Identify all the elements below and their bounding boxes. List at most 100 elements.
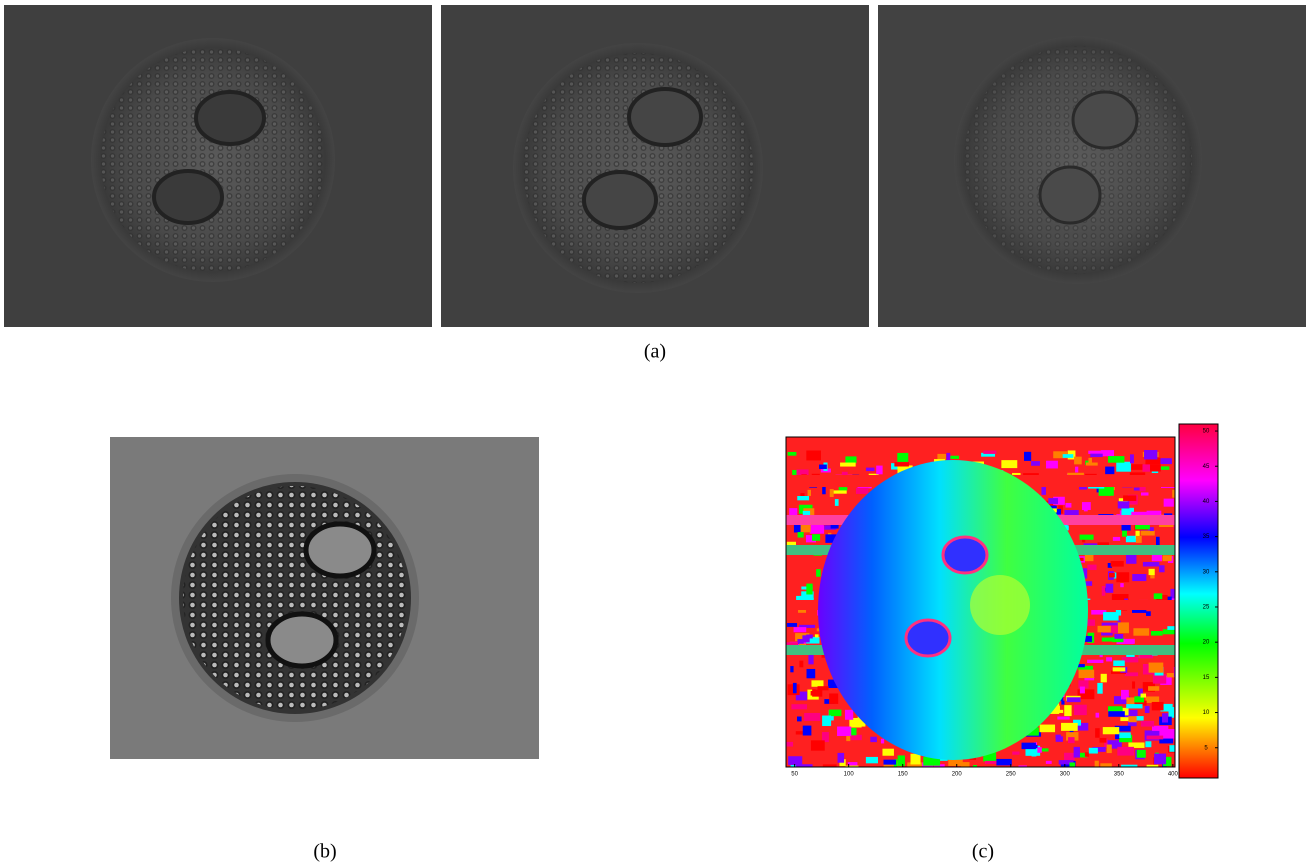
noise bbox=[794, 627, 807, 632]
noise bbox=[804, 713, 820, 721]
noise bbox=[1141, 721, 1154, 727]
noise bbox=[1105, 467, 1114, 475]
noise bbox=[845, 710, 853, 720]
noise bbox=[1079, 670, 1095, 678]
noise bbox=[946, 453, 950, 460]
noise bbox=[1150, 575, 1154, 579]
noise bbox=[1086, 463, 1098, 466]
noise bbox=[803, 726, 812, 736]
noise bbox=[796, 764, 813, 772]
noise bbox=[1111, 561, 1124, 567]
noise bbox=[1107, 745, 1112, 754]
noise bbox=[1032, 751, 1037, 756]
noise bbox=[1154, 754, 1166, 765]
noise bbox=[1128, 716, 1136, 722]
noise bbox=[1074, 705, 1087, 715]
noise bbox=[881, 739, 884, 744]
noise bbox=[1037, 747, 1041, 753]
noise bbox=[1064, 705, 1071, 716]
noise bbox=[1123, 639, 1134, 644]
noise bbox=[1067, 697, 1081, 702]
noise bbox=[812, 690, 822, 697]
noise bbox=[1068, 737, 1075, 743]
noise bbox=[807, 669, 816, 678]
noise bbox=[793, 683, 797, 693]
noise bbox=[786, 742, 793, 747]
noise bbox=[1116, 609, 1121, 615]
panel-a-images bbox=[4, 5, 1306, 327]
x-tick-label: 250 bbox=[1006, 772, 1017, 778]
colorbar-tick-label: 25 bbox=[1203, 605, 1210, 611]
noise bbox=[1145, 741, 1151, 747]
noise bbox=[808, 490, 811, 496]
noise bbox=[1117, 747, 1134, 756]
noise bbox=[1130, 454, 1134, 463]
colorbar-tick-label: 15 bbox=[1203, 675, 1210, 681]
noise bbox=[797, 496, 809, 500]
noise bbox=[1108, 456, 1124, 463]
noise bbox=[898, 755, 905, 766]
noise bbox=[829, 693, 838, 703]
noise bbox=[806, 584, 812, 595]
noise bbox=[1132, 574, 1146, 581]
noise bbox=[1147, 765, 1159, 768]
noise bbox=[866, 468, 875, 471]
noise bbox=[1167, 626, 1175, 630]
noise bbox=[1088, 451, 1105, 454]
noise bbox=[1144, 450, 1157, 459]
noise bbox=[996, 759, 1011, 765]
colorbar-tick-label: 45 bbox=[1203, 464, 1210, 470]
noise bbox=[1040, 725, 1055, 733]
noise bbox=[1135, 524, 1150, 529]
noise bbox=[1148, 686, 1159, 691]
colorbar-tick-label: 30 bbox=[1203, 569, 1210, 575]
noise bbox=[838, 753, 845, 763]
noise bbox=[1065, 503, 1071, 508]
noise bbox=[1101, 674, 1107, 683]
noise bbox=[1146, 611, 1151, 616]
noise bbox=[816, 569, 821, 577]
noise bbox=[1120, 583, 1123, 587]
noise bbox=[894, 462, 909, 466]
noise bbox=[1095, 761, 1099, 767]
noise bbox=[1098, 626, 1111, 633]
noise bbox=[1118, 501, 1130, 508]
noise bbox=[1167, 673, 1179, 677]
noise bbox=[882, 749, 893, 756]
noise bbox=[1090, 454, 1102, 457]
noise bbox=[1115, 734, 1119, 740]
noise bbox=[1126, 704, 1142, 708]
noise bbox=[1133, 628, 1149, 635]
noise bbox=[1131, 464, 1143, 470]
noise bbox=[789, 508, 797, 515]
noise bbox=[1063, 454, 1074, 458]
noise bbox=[829, 710, 842, 717]
noise bbox=[837, 727, 851, 737]
x-tick-label: 150 bbox=[898, 772, 909, 778]
noise bbox=[1162, 713, 1168, 722]
noise bbox=[1074, 457, 1082, 465]
noise bbox=[819, 465, 827, 469]
noise bbox=[822, 716, 831, 726]
noise bbox=[790, 666, 793, 672]
colorbar-tick-label: 40 bbox=[1203, 499, 1210, 505]
noise bbox=[897, 453, 908, 462]
noise bbox=[1057, 716, 1069, 719]
x-tick-label: 350 bbox=[1114, 772, 1125, 778]
noise bbox=[812, 534, 820, 541]
noise bbox=[1108, 711, 1125, 717]
noise bbox=[806, 451, 821, 461]
noise bbox=[1096, 713, 1100, 718]
figure: (a) (b) 50100150200250300350400 51015202… bbox=[0, 0, 1310, 868]
noise bbox=[840, 463, 856, 467]
noise bbox=[1151, 631, 1163, 636]
panel-label: (c) bbox=[972, 841, 994, 863]
noise bbox=[1031, 461, 1040, 466]
noise bbox=[1114, 634, 1123, 639]
noise bbox=[798, 532, 804, 537]
noise bbox=[830, 489, 834, 497]
noise bbox=[835, 499, 839, 506]
noise bbox=[1087, 660, 1103, 663]
noise bbox=[1082, 502, 1091, 510]
noise bbox=[1153, 674, 1166, 684]
